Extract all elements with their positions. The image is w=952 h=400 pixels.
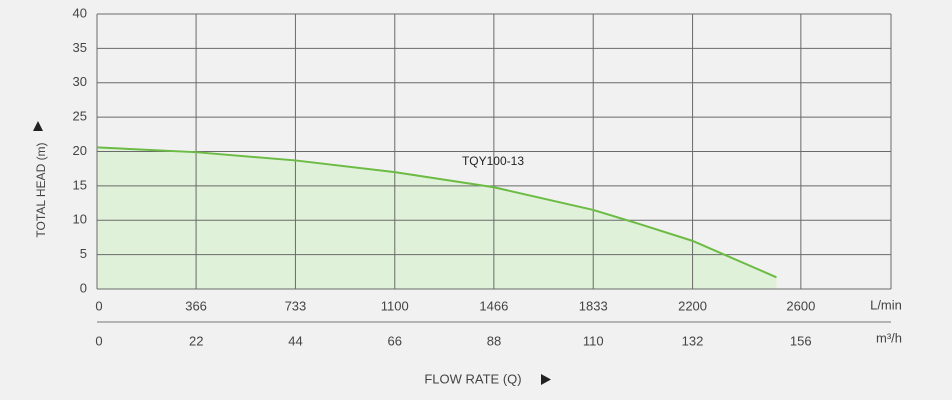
x-tick-label: 733 bbox=[285, 298, 307, 313]
y-axis-title: TOTAL HEAD (m) bbox=[34, 142, 48, 237]
x-tick-label: 366 bbox=[185, 298, 207, 313]
y-tick-label: 40 bbox=[73, 5, 87, 20]
y-tick-label: 30 bbox=[73, 74, 87, 89]
x2-tick-label: 88 bbox=[487, 333, 501, 348]
x2-unit: m³/h bbox=[876, 330, 902, 345]
y-tick-label: 35 bbox=[73, 40, 87, 55]
y-tick-label: 10 bbox=[73, 212, 87, 227]
curve bbox=[96, 146, 777, 279]
y-tick-label: 15 bbox=[73, 177, 87, 192]
curve-label: TQY100-13 bbox=[462, 154, 524, 168]
area-fill bbox=[97, 147, 777, 289]
y-tick-label: 20 bbox=[73, 143, 87, 158]
y-tick-label: 0 bbox=[80, 280, 87, 295]
y-tick-label: 5 bbox=[80, 246, 87, 261]
x2-tick-label: 132 bbox=[682, 333, 704, 348]
x2-tick-label: 66 bbox=[388, 333, 402, 348]
x-tick-label: 2200 bbox=[678, 298, 707, 313]
x-tick-label: 0 bbox=[95, 298, 102, 313]
x-tick-label: 1100 bbox=[381, 298, 409, 313]
x-unit: L/min bbox=[870, 297, 902, 312]
x2-tick-label: 156 bbox=[790, 333, 812, 348]
x2-tick-label: 22 bbox=[189, 333, 203, 348]
x-axis-title: FLOW RATE (Q) bbox=[424, 371, 521, 386]
x-arrow bbox=[541, 374, 551, 385]
x2-tick-label: 0 bbox=[95, 333, 102, 348]
y-arrow bbox=[33, 121, 43, 131]
x2-tick-label: 110 bbox=[583, 333, 604, 348]
x-tick-label: 1833 bbox=[579, 298, 608, 313]
x2-tick-label: 44 bbox=[288, 333, 302, 348]
y-tick-label: 25 bbox=[73, 109, 87, 124]
x-tick-label: 2600 bbox=[786, 298, 815, 313]
x-tick-label: 1466 bbox=[479, 298, 508, 313]
